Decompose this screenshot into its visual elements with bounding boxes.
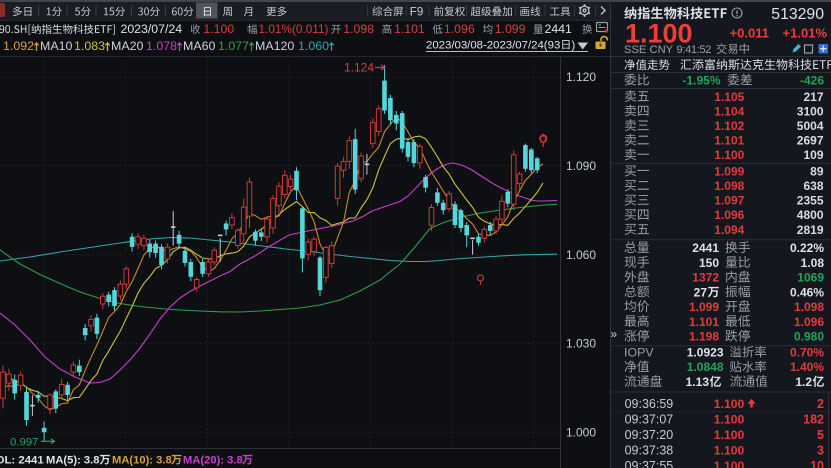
svg-text:150: 150	[699, 256, 719, 270]
svg-text:MA(5): 3.8: MA(5): 3.8	[46, 455, 99, 467]
svg-text:MA(10): 3.8: MA(10): 3.8	[112, 455, 172, 467]
svg-text:1.104: 1.104	[714, 104, 744, 118]
svg-text:1.2: 1.2	[795, 375, 812, 389]
svg-text:1.08: 1.08	[801, 256, 825, 270]
svg-text:MA10: MA10	[40, 39, 72, 53]
svg-text:2355: 2355	[797, 194, 824, 208]
svg-text:1.098: 1.098	[794, 300, 824, 314]
svg-text:0.22%: 0.22%	[790, 241, 824, 255]
svg-text:1.100: 1.100	[625, 18, 693, 48]
svg-text:1.083: 1.083	[74, 39, 105, 53]
svg-text:1.0848: 1.0848	[687, 360, 724, 374]
svg-text:+0.011: +0.011	[730, 26, 769, 41]
svg-text:1.101: 1.101	[689, 315, 719, 329]
svg-text:VOL: 2441: VOL: 2441	[0, 455, 44, 467]
svg-text:1.102: 1.102	[714, 119, 744, 133]
svg-text:1.101: 1.101	[714, 134, 744, 148]
svg-text:1.060: 1.060	[298, 39, 329, 53]
svg-text:1069: 1069	[797, 271, 824, 285]
svg-text:1.099: 1.099	[689, 300, 719, 314]
svg-text:1372: 1372	[692, 271, 719, 285]
svg-text:1.077: 1.077	[218, 39, 249, 53]
svg-text:2: 2	[817, 397, 824, 411]
svg-text:09:37:38: 09:37:38	[625, 444, 674, 458]
svg-text:2441: 2441	[692, 241, 719, 255]
svg-text:1.101: 1.101	[394, 22, 425, 36]
svg-text:10: 10	[810, 459, 824, 468]
svg-text:1.097: 1.097	[714, 194, 744, 208]
svg-text:MA(20): 3.8: MA(20): 3.8	[183, 455, 243, 467]
svg-text:1.120: 1.120	[566, 70, 596, 84]
svg-text:0.70%: 0.70%	[790, 346, 824, 360]
svg-text:1.090: 1.090	[566, 159, 596, 173]
svg-text:1.198: 1.198	[689, 330, 719, 344]
svg-text:0.46%: 0.46%	[790, 285, 824, 299]
svg-text:1.096: 1.096	[444, 22, 475, 36]
svg-text:MA60: MA60	[183, 39, 215, 53]
svg-text:MA120: MA120	[255, 39, 294, 53]
svg-text:1.100: 1.100	[714, 148, 744, 162]
svg-text:09:36:59: 09:36:59	[625, 397, 674, 411]
svg-text:3100: 3100	[797, 104, 824, 118]
svg-text:27: 27	[694, 285, 708, 299]
svg-text:1.000: 1.000	[566, 425, 596, 439]
svg-text:2023/03/08-2023/07/24(93: 2023/03/08-2023/07/24(93	[426, 40, 560, 52]
svg-text:1.105: 1.105	[714, 90, 744, 104]
svg-text:1.096: 1.096	[794, 315, 824, 329]
svg-text:638: 638	[803, 179, 823, 193]
svg-text:1.0923: 1.0923	[687, 346, 724, 360]
svg-text:-426: -426	[800, 74, 824, 88]
svg-text:1.01%(0.011): 1.01%(0.011)	[259, 22, 329, 36]
svg-text:1.094: 1.094	[714, 223, 744, 237]
svg-text:CNY: CNY	[650, 44, 674, 56]
svg-text:+1.01%: +1.01%	[783, 26, 828, 41]
svg-text:1.13: 1.13	[686, 375, 710, 389]
svg-text:182: 182	[803, 413, 824, 427]
svg-text:1.078: 1.078	[146, 39, 177, 53]
svg-text:MA20: MA20	[111, 39, 143, 53]
svg-text:5004: 5004	[797, 119, 824, 133]
svg-text:2697: 2697	[797, 134, 824, 148]
svg-text:1.060: 1.060	[566, 248, 596, 262]
svg-text:9:41:52: 9:41:52	[677, 44, 712, 56]
svg-text:2441: 2441	[545, 22, 573, 36]
svg-text:1.098: 1.098	[343, 22, 374, 36]
svg-text:): )	[572, 40, 576, 52]
svg-text:89: 89	[810, 164, 824, 178]
svg-text:0.980: 0.980	[794, 330, 824, 344]
svg-text:09:37:07: 09:37:07	[625, 413, 674, 427]
svg-text:1.40%: 1.40%	[790, 360, 824, 374]
svg-text:09:37:55: 09:37:55	[625, 459, 674, 468]
svg-text:F9: F9	[410, 6, 423, 18]
svg-text:5: 5	[817, 428, 824, 442]
svg-text:2023/07/24: 2023/07/24	[121, 22, 183, 36]
svg-text:3: 3	[817, 444, 824, 458]
svg-text:109: 109	[803, 148, 823, 162]
svg-text:-1.95%: -1.95%	[682, 74, 720, 88]
svg-text:»: »	[611, 327, 618, 341]
svg-text:09:37:20: 09:37:20	[625, 428, 674, 442]
svg-text:SSE: SSE	[624, 44, 646, 56]
svg-text:1.092: 1.092	[3, 39, 34, 53]
svg-text:1.100: 1.100	[714, 413, 745, 427]
svg-text:1.100: 1.100	[714, 459, 745, 468]
svg-text:2819: 2819	[797, 223, 824, 237]
svg-text:513290: 513290	[771, 6, 824, 23]
svg-text:1.100: 1.100	[714, 397, 745, 411]
svg-text:1.099: 1.099	[495, 22, 526, 36]
svg-text:4800: 4800	[797, 208, 824, 222]
svg-text:217: 217	[803, 90, 823, 104]
svg-text:1.100: 1.100	[714, 428, 745, 442]
svg-text:1.096: 1.096	[714, 208, 744, 222]
svg-text:1.100: 1.100	[714, 444, 745, 458]
svg-text:1.030: 1.030	[566, 337, 596, 351]
svg-text:IOPV: IOPV	[624, 346, 654, 360]
svg-text:0.997: 0.997	[10, 436, 39, 448]
svg-text:1.098: 1.098	[714, 179, 744, 193]
svg-text:1.100: 1.100	[203, 22, 234, 36]
svg-text:1.124: 1.124	[344, 61, 374, 75]
svg-text:1.099: 1.099	[714, 164, 744, 178]
